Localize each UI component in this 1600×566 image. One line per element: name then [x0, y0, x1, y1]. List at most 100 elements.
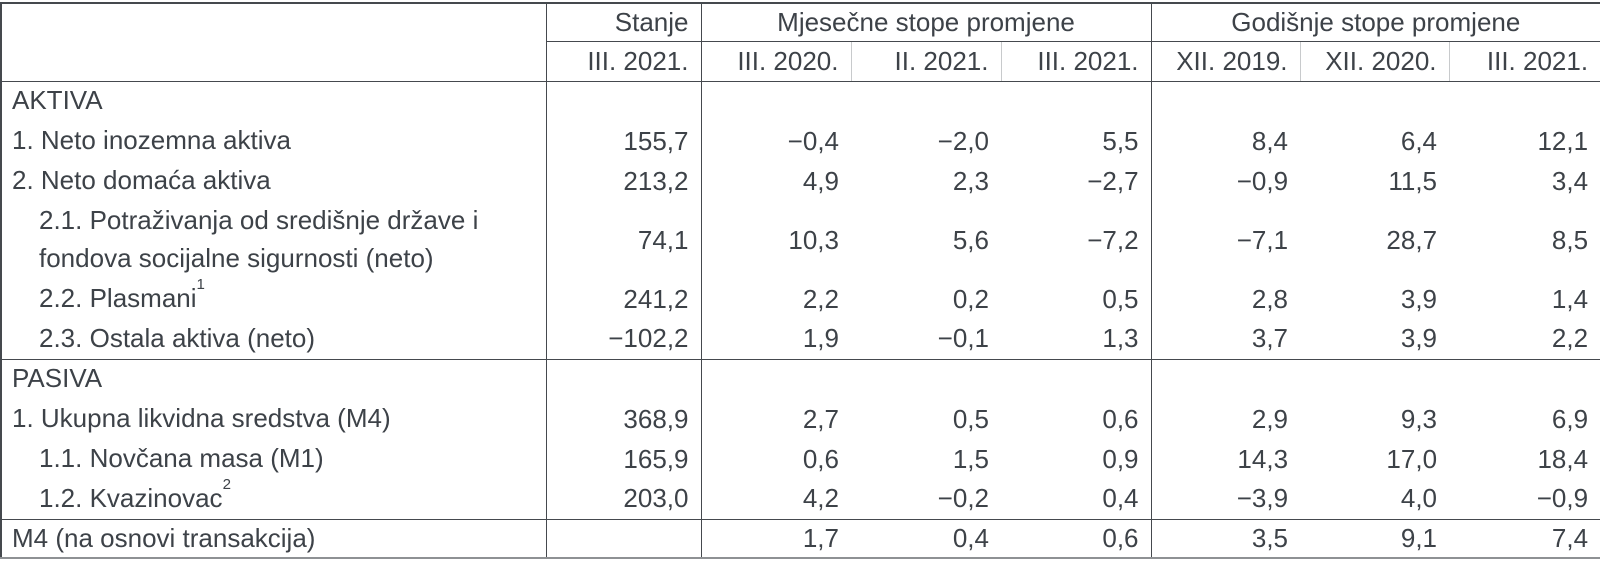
cell-value: 3,9	[1400, 283, 1438, 314]
cell-value: 10,3	[700, 201, 851, 279]
col-group-monthly-rates: Mjesečne stope promjene	[700, 3, 1152, 42]
cell-value: −7,1	[1150, 201, 1301, 279]
table-body: AKTIVA 1. Neto inozemna aktiva 155,7 −0,4 −2…	[1, 81, 1600, 559]
row-label: M4 (na osnovi transakcija)	[1, 518, 546, 559]
col-header-stanje: Stanje	[545, 3, 701, 42]
corner-cell	[1, 3, 546, 82]
cell-value	[1449, 81, 1600, 121]
cell-value: 28,7	[1386, 224, 1438, 255]
cell-value: 9,3	[1400, 403, 1438, 434]
table-row: AKTIVA	[1, 81, 1600, 121]
header-group-row: Stanje Mjesečne stope promjene Godišnje …	[1, 3, 1600, 82]
row-label: 2. Neto domaća aktiva	[12, 165, 271, 196]
cell-value: 8,5	[1551, 224, 1589, 255]
period-stanje: III. 2021.	[545, 41, 701, 82]
cell-value: −0,9	[1150, 161, 1301, 201]
period-monthly-3: III. 2021.	[1000, 41, 1152, 82]
cell-value: 2,2	[1551, 323, 1589, 354]
cell-value: 1,4	[1551, 283, 1589, 314]
table-header: Stanje Mjesečne stope promjene Godišnje …	[1, 3, 1600, 82]
cell-value: 0,4	[1102, 483, 1139, 514]
period-monthly-2: II. 2021.	[850, 41, 1001, 82]
cell-value: 6,4	[1400, 125, 1438, 156]
cell-value: −102,2	[545, 319, 701, 359]
cell-value: 155,7	[545, 121, 701, 161]
cell-value: 8,4	[1150, 121, 1301, 161]
row-label: 1.1. Novčana masa (M1)	[39, 443, 324, 474]
cell-value: 3,5	[1150, 518, 1301, 559]
cell-value	[700, 81, 851, 121]
row-label: 2.2. Plasmani1	[1, 279, 546, 319]
cell-value: 2,2	[700, 279, 851, 319]
footnote-marker: 1	[196, 279, 205, 294]
cell-value: 1,7	[700, 518, 851, 559]
cell-value: 9,1	[1300, 518, 1450, 559]
cell-value: 5,6	[952, 224, 989, 255]
cell-value: 11,5	[1388, 165, 1438, 196]
cell-value: 165,9	[545, 439, 701, 479]
cell-value	[700, 358, 851, 399]
cell-value: 4,9	[700, 161, 851, 201]
cell-value: −0,9	[1536, 483, 1589, 514]
cell-value	[1150, 81, 1301, 121]
cell-value: 4,2	[700, 479, 851, 519]
cell-value: 241,2	[545, 279, 701, 319]
footnote-marker: 2	[222, 479, 231, 493]
row-label: 1. Ukupna likvidna sredstva (M4)	[12, 403, 391, 434]
cell-value	[545, 358, 701, 399]
cell-value	[545, 81, 701, 121]
header-period-row: III. 2021. III. 2020. II. 2021. III. 202…	[1, 41, 1600, 82]
cell-value: 2,9	[1150, 399, 1301, 439]
cell-value: 368,9	[545, 399, 701, 439]
cell-value	[851, 358, 1001, 399]
cell-value: 203,0	[545, 479, 701, 519]
cell-value: −7,2	[1087, 224, 1139, 255]
table-row: PASIVA	[1, 358, 1600, 399]
cell-value: 0,5	[1102, 283, 1139, 314]
row-label: 2.3. Ostala aktiva (neto)	[39, 322, 316, 353]
period-monthly-1: III. 2020.	[700, 41, 851, 82]
cell-value: 2,7	[700, 399, 851, 439]
cell-value: −0,1	[937, 323, 989, 354]
cell-value: 0,2	[952, 283, 989, 314]
cell-value: 7,4	[1449, 518, 1600, 559]
cell-value: 213,2	[545, 161, 701, 201]
period-annual-3: III. 2021.	[1448, 41, 1600, 82]
cell-value: 4,0	[1400, 483, 1438, 514]
cell-value	[1001, 81, 1151, 121]
cell-value: −0,2	[937, 483, 989, 514]
cell-value	[1150, 358, 1301, 399]
cell-value: 14,3	[1150, 439, 1301, 479]
cell-value: 18,4	[1537, 443, 1589, 474]
cell-value: 0,5	[952, 403, 989, 434]
cell-value: 3,9	[1400, 323, 1438, 354]
cell-value	[545, 518, 701, 559]
row-label: AKTIVA	[12, 85, 103, 116]
cell-value: −0,4	[700, 121, 851, 161]
row-label: 2.1. Potraživanja od središnje države i …	[39, 205, 479, 273]
period-annual-1: XII. 2019.	[1150, 41, 1301, 82]
table-row: 2. Neto domaća aktiva 213,2 4,9 2,3 −2,7 −0,9…	[1, 161, 1600, 201]
cell-value: 74,1	[545, 201, 701, 279]
cell-value: 0,6	[700, 439, 851, 479]
row-label: PASIVA	[1, 358, 546, 399]
table-row: 1.1. Novčana masa (M1) 165,9 0,6 1,5 0,9 14,3…	[1, 439, 1600, 479]
cell-value: 1,3	[1102, 323, 1139, 354]
cell-value: −3,9	[1150, 479, 1301, 519]
table-row: 1. Neto inozemna aktiva 155,7 −0,4 −2,0 5,5 8…	[1, 121, 1600, 161]
cell-value	[1001, 358, 1152, 399]
cell-value: 17,0	[1386, 443, 1438, 474]
cell-value: −2,0	[937, 125, 989, 156]
table-row: 1. Ukupna likvidna sredstva (M4) 368,9 2,7…	[1, 399, 1600, 439]
cell-value: 3,7	[1150, 319, 1301, 359]
table-row: 2.1. Potraživanja od središnje države i …	[1, 201, 1600, 279]
cell-value: 2,8	[1150, 279, 1301, 319]
cell-value: 5,5	[1102, 125, 1139, 156]
cell-value: 0,9	[1102, 443, 1139, 474]
cell-value	[1449, 358, 1600, 399]
cell-value	[1300, 81, 1449, 121]
cell-value: 6,9	[1551, 403, 1589, 434]
cell-value: 1,9	[700, 319, 851, 359]
cell-value	[851, 81, 1001, 121]
